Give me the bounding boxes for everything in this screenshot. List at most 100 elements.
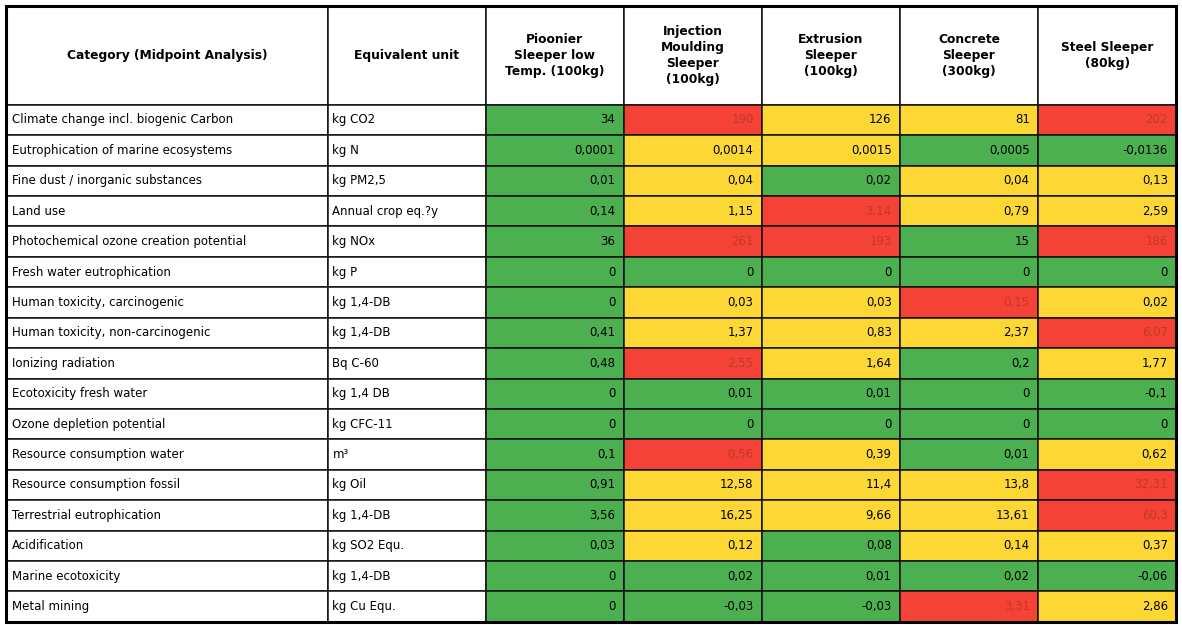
Bar	[1038, 226, 1176, 257]
Text: kg 1,4-DB: kg 1,4-DB	[332, 509, 391, 522]
Text: 3,14: 3,14	[865, 205, 891, 217]
Bar	[762, 531, 900, 561]
Text: 0,03: 0,03	[728, 296, 754, 309]
Text: 0,14: 0,14	[1004, 539, 1030, 552]
Text: 0,0014: 0,0014	[713, 144, 754, 157]
Text: 2,59: 2,59	[1142, 205, 1168, 217]
Bar	[762, 439, 900, 470]
Bar	[1038, 6, 1176, 105]
Bar	[486, 409, 624, 439]
Bar	[762, 500, 900, 531]
Bar	[6, 6, 327, 105]
Bar	[624, 470, 762, 500]
Text: kg Oil: kg Oil	[332, 479, 366, 491]
Bar	[624, 257, 762, 288]
Bar	[486, 196, 624, 226]
Text: Annual crop eq.?y: Annual crop eq.?y	[332, 205, 439, 217]
Text: 0: 0	[1022, 388, 1030, 400]
Text: Resource consumption fossil: Resource consumption fossil	[12, 479, 180, 491]
Bar	[327, 591, 486, 622]
Text: Climate change incl. biogenic Carbon: Climate change incl. biogenic Carbon	[12, 114, 233, 126]
Text: kg 1,4-DB: kg 1,4-DB	[332, 326, 391, 339]
Bar	[624, 591, 762, 622]
Bar	[900, 531, 1038, 561]
Text: 0: 0	[608, 296, 616, 309]
Bar	[1038, 379, 1176, 409]
Text: 1,37: 1,37	[727, 326, 754, 339]
Text: kg 1,4 DB: kg 1,4 DB	[332, 388, 390, 400]
Text: 193: 193	[869, 235, 891, 248]
Text: 186: 186	[1145, 235, 1168, 248]
Bar	[6, 409, 327, 439]
Bar	[900, 166, 1038, 196]
Bar	[486, 470, 624, 500]
Bar	[327, 500, 486, 531]
Text: 0: 0	[608, 570, 616, 582]
Text: Extrusion
Sleeper
(100kg): Extrusion Sleeper (100kg)	[798, 33, 864, 78]
Bar	[900, 196, 1038, 226]
Bar	[6, 531, 327, 561]
Text: kg CO2: kg CO2	[332, 114, 376, 126]
Bar	[1038, 105, 1176, 135]
Bar	[900, 409, 1038, 439]
Text: 0: 0	[1022, 266, 1030, 279]
Text: 0: 0	[608, 418, 616, 431]
Bar	[486, 439, 624, 470]
Bar	[762, 257, 900, 288]
Bar	[900, 439, 1038, 470]
Text: 0,39: 0,39	[865, 448, 891, 461]
Bar	[1038, 500, 1176, 531]
Bar	[900, 470, 1038, 500]
Text: Steel Sleeper
(80kg): Steel Sleeper (80kg)	[1060, 41, 1154, 70]
Text: 0,01: 0,01	[865, 570, 891, 582]
Bar	[6, 257, 327, 288]
Bar	[327, 318, 486, 348]
Bar	[6, 166, 327, 196]
Text: -0,1: -0,1	[1145, 388, 1168, 400]
Text: 0,41: 0,41	[590, 326, 616, 339]
Bar	[624, 166, 762, 196]
Bar	[486, 591, 624, 622]
Text: Ionizing radiation: Ionizing radiation	[12, 357, 115, 370]
Text: 0,0005: 0,0005	[989, 144, 1030, 157]
Bar	[624, 6, 762, 105]
Bar	[900, 135, 1038, 166]
Bar	[762, 348, 900, 379]
Bar	[900, 591, 1038, 622]
Bar	[6, 105, 327, 135]
Bar	[624, 196, 762, 226]
Text: kg SO2 Equ.: kg SO2 Equ.	[332, 539, 404, 552]
Text: Metal mining: Metal mining	[12, 600, 89, 613]
Text: 12,58: 12,58	[720, 479, 754, 491]
Bar	[486, 531, 624, 561]
Bar	[624, 500, 762, 531]
Bar	[327, 135, 486, 166]
Bar	[762, 561, 900, 591]
Text: 0,14: 0,14	[590, 205, 616, 217]
Bar	[6, 500, 327, 531]
Text: -0,06: -0,06	[1137, 570, 1168, 582]
Text: 0,04: 0,04	[1004, 174, 1030, 188]
Bar	[486, 226, 624, 257]
Bar	[327, 6, 486, 105]
Text: 0: 0	[608, 600, 616, 613]
Bar	[900, 348, 1038, 379]
Text: 9,66: 9,66	[865, 509, 891, 522]
Bar	[486, 318, 624, 348]
Bar	[327, 288, 486, 318]
Bar	[1038, 196, 1176, 226]
Text: Ecotoxicity fresh water: Ecotoxicity fresh water	[12, 388, 148, 400]
Bar	[6, 591, 327, 622]
Bar	[900, 6, 1038, 105]
Text: 3,56: 3,56	[590, 509, 616, 522]
Bar	[762, 166, 900, 196]
Bar	[6, 379, 327, 409]
Bar	[900, 500, 1038, 531]
Bar	[624, 135, 762, 166]
Text: m³: m³	[332, 448, 349, 461]
Bar	[900, 561, 1038, 591]
Text: 34: 34	[600, 114, 616, 126]
Text: Category (Midpoint Analysis): Category (Midpoint Analysis)	[66, 49, 267, 62]
Bar	[624, 379, 762, 409]
Text: 0: 0	[608, 266, 616, 279]
